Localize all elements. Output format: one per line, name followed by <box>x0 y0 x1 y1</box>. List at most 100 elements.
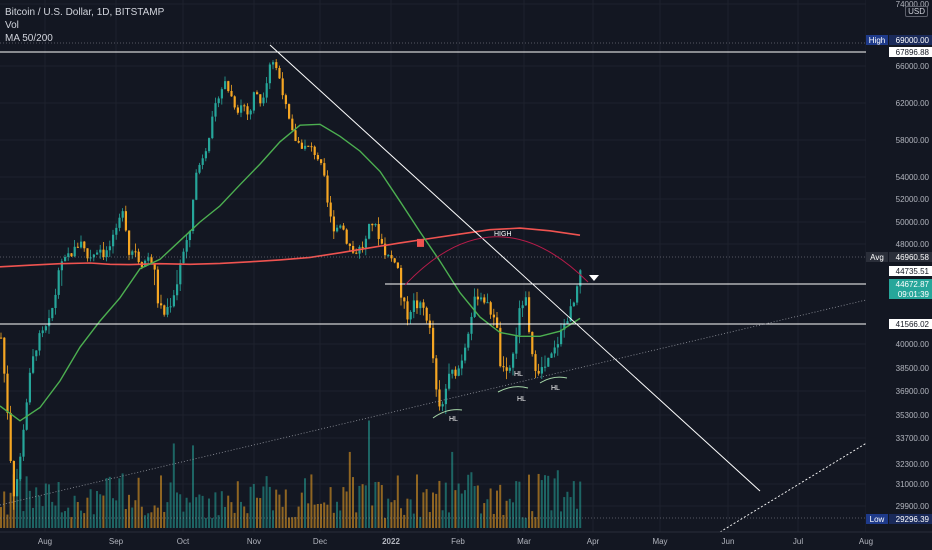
candle-body <box>281 78 284 96</box>
candle-body <box>243 105 246 107</box>
candle-body <box>297 140 300 143</box>
volume-bar <box>54 505 57 528</box>
candle-body <box>185 240 188 252</box>
candle-body <box>99 249 102 253</box>
candle-body <box>569 306 572 322</box>
time-tick-label: Feb <box>451 537 465 546</box>
volume-bar <box>560 511 562 528</box>
volume-bar <box>316 503 319 528</box>
volume-bar <box>262 486 265 528</box>
volume-bar <box>147 513 150 528</box>
volume-bar <box>156 507 159 528</box>
descending-trendline <box>269 44 761 492</box>
volume-bar <box>99 494 102 528</box>
ma-indicator-label[interactable]: MA 50/200 <box>5 33 53 44</box>
volume-bar <box>515 481 518 528</box>
volume-bar <box>492 513 495 528</box>
price-marker <box>889 266 932 276</box>
volume-bar <box>38 495 41 528</box>
volume-bar <box>393 500 396 528</box>
candle-body <box>41 330 44 334</box>
currency-label[interactable]: USD <box>905 6 928 17</box>
volume-bar <box>153 505 156 528</box>
volume-bar <box>422 492 425 528</box>
volume-bar <box>358 485 361 528</box>
price-marker-label: Avg <box>870 253 884 262</box>
hl-curve <box>497 386 529 393</box>
candle-body <box>441 404 444 407</box>
candle-body <box>265 83 268 98</box>
price-tick-label: 36900.00 <box>896 387 930 396</box>
volume-bar <box>438 480 441 528</box>
price-tick-label: 74000.00 <box>896 0 930 9</box>
volume-bar <box>416 474 418 528</box>
price-tick-label: 66000.00 <box>896 62 930 71</box>
candle-body <box>64 257 67 262</box>
price-tick-label: 31000.00 <box>896 480 930 489</box>
candle-body <box>505 367 508 371</box>
volume-bar <box>342 487 345 528</box>
volume-bar <box>524 517 527 528</box>
volume-bar <box>35 487 38 528</box>
candle-body <box>108 246 111 251</box>
candle-body <box>131 251 134 255</box>
candle-body <box>496 317 499 328</box>
candle-body <box>492 314 495 318</box>
volume-bar <box>198 494 201 528</box>
volume-bar <box>553 478 556 528</box>
volume-bar <box>16 499 18 528</box>
rising-support-dotted <box>0 299 867 506</box>
volume-bar <box>550 510 553 528</box>
candle-body <box>134 251 137 253</box>
symbol-title[interactable]: Bitcoin / U.S. Dollar, 1D, BITSTAMP <box>5 7 165 18</box>
volume-bar <box>294 516 297 528</box>
candle-body <box>355 252 358 254</box>
price-marker-value: 44672.87 <box>896 280 930 289</box>
candle-body <box>70 253 73 257</box>
price-marker-value: 69000.00 <box>896 36 930 45</box>
volume-bar <box>217 515 220 528</box>
volume-bar <box>297 506 300 528</box>
candle-body <box>515 335 518 354</box>
price-tick-label: 40000.00 <box>896 340 930 349</box>
volume-bar <box>451 451 454 528</box>
price-axis[interactable]: 74000.00 66000.00 62000.00 58000.00 54000.00… <box>866 0 932 532</box>
volume-bar <box>3 491 6 528</box>
volume-bar <box>310 474 313 528</box>
volume-bar <box>508 498 511 528</box>
volume-bar <box>163 511 166 528</box>
candle-body <box>32 356 35 373</box>
time-tick-label: 2022 <box>382 537 400 546</box>
price-marker-value: 44735.51 <box>896 267 930 276</box>
candle-body <box>400 267 403 298</box>
volume-bar <box>118 478 121 528</box>
volume-bar <box>518 481 521 528</box>
candle-body <box>9 412 12 461</box>
candle-body <box>512 353 515 368</box>
price-marker <box>889 279 932 299</box>
candle-body <box>336 227 339 232</box>
volume-bar <box>236 481 239 528</box>
candle-body <box>214 103 217 117</box>
volume-indicator-label[interactable]: Vol <box>5 20 19 31</box>
volume-bar <box>0 507 2 528</box>
candle-body <box>172 295 175 307</box>
candle-body <box>528 297 531 332</box>
volume-bar <box>480 513 482 528</box>
volume-bar <box>150 512 153 528</box>
volume-bar <box>512 502 514 528</box>
candle-body <box>268 64 271 84</box>
time-axis[interactable]: Aug Sep Oct Nov Dec 2022 Feb Mar Apr May Jun Jul Aug <box>0 531 932 550</box>
candle-body <box>457 368 460 376</box>
volume-bar <box>240 501 242 528</box>
candle-body <box>153 264 156 270</box>
volume-bar <box>387 498 390 528</box>
candle-body <box>147 257 150 261</box>
volume-bar <box>352 477 354 528</box>
volume-bar <box>9 492 12 528</box>
volume-bar <box>144 515 146 528</box>
volume-bar <box>406 498 409 528</box>
price-marker <box>889 35 932 45</box>
candle-body <box>16 479 19 497</box>
